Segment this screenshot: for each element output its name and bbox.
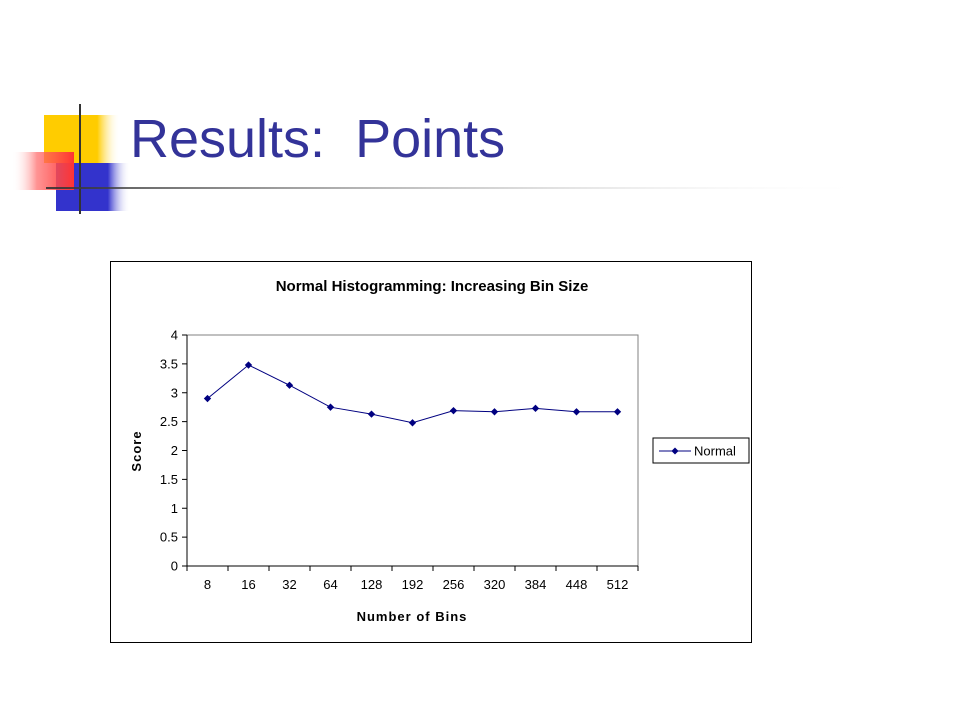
x-tick-label: 320 (484, 577, 506, 592)
plot-area (186, 334, 639, 567)
data-point (490, 408, 499, 416)
y-tick-label: 2 (171, 443, 178, 458)
x-tick-label: 384 (525, 577, 547, 592)
x-tick-label: 256 (443, 577, 465, 592)
y-axis-title: Score (129, 430, 144, 471)
x-axis: 8 16 32 64 128 192 256 320 384 448 512 (186, 565, 639, 592)
x-tick-label: 8 (204, 577, 211, 592)
legend: Normal (652, 437, 750, 464)
x-axis-title: Number of Bins (357, 609, 468, 624)
y-tick-label: 4 (171, 328, 178, 343)
y-tick-label: 0.5 (160, 530, 178, 545)
y-axis: 0 0.5 1 1.5 2 2.5 3 3.5 4 (160, 328, 188, 574)
x-tick-label: 512 (607, 577, 629, 592)
x-tick-label: 32 (282, 577, 296, 592)
data-point (572, 408, 581, 416)
data-point (408, 419, 417, 427)
x-tick-label: 16 (241, 577, 255, 592)
slide-title: Results: Points (130, 109, 506, 169)
y-tick-label: 0 (171, 559, 178, 574)
legend-marker-swatch (671, 447, 679, 455)
data-point (244, 361, 253, 369)
data-point (285, 381, 294, 389)
decor-horizontal-line (46, 187, 876, 189)
y-tick-label: 3 (171, 385, 178, 400)
x-tick-label: 64 (323, 577, 337, 592)
legend-entry-normal: Normal (694, 444, 736, 459)
series-layer (203, 361, 622, 427)
data-point (367, 410, 376, 418)
data-point (613, 408, 622, 416)
line-chart: Normal Histogramming: Increasing Bin Siz… (129, 278, 750, 624)
x-tick-label: 128 (361, 577, 383, 592)
data-point (449, 406, 458, 415)
chart-title: Normal Histogramming: Increasing Bin Siz… (276, 278, 589, 295)
y-tick-label: 3.5 (160, 356, 178, 371)
data-point (326, 403, 335, 411)
data-point (531, 404, 540, 413)
y-tick-label: 1.5 (160, 472, 178, 487)
series-line-normal (207, 364, 618, 424)
decor-vertical-line (79, 104, 81, 214)
y-tick-label: 1 (171, 501, 178, 516)
y-tick-label: 2.5 (160, 414, 178, 429)
decor-red-square (12, 152, 74, 190)
x-tick-label: 192 (402, 577, 424, 592)
chart-frame: Normal Histogramming: Increasing Bin Siz… (110, 261, 752, 643)
slide-decoration (12, 104, 876, 214)
data-point (203, 394, 212, 403)
x-tick-label: 448 (566, 577, 588, 592)
